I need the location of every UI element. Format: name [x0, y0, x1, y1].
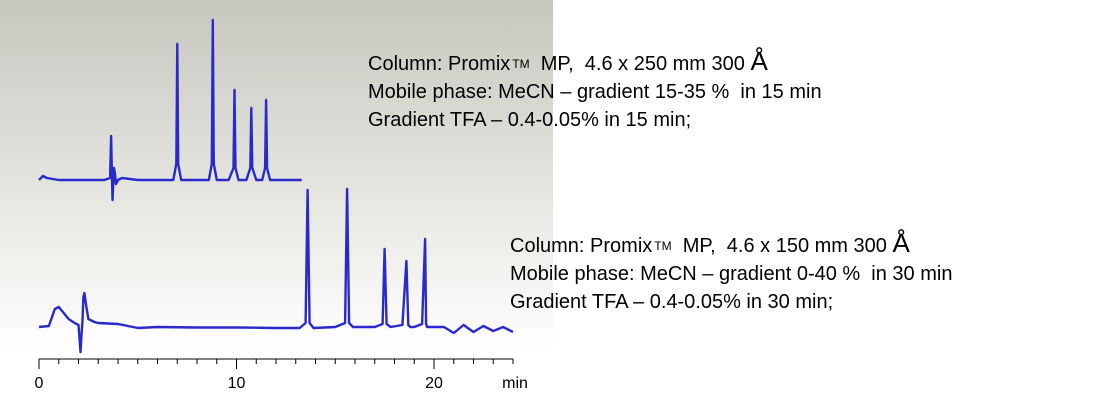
top-column-line: Column: Promix TM MP, 4.6 x 250 mm 300 Å	[368, 46, 768, 76]
plot-background	[0, 0, 553, 355]
x-axis: 0 10 20 min	[35, 358, 528, 392]
bottom-mobile-phase-line: Mobile phase: MeCN – gradient 0-40 % in …	[510, 263, 953, 285]
trace-bottom	[38, 187, 514, 354]
top-mobile-phase-line: Mobile phase: MeCN – gradient 15-35 % in…	[368, 81, 822, 103]
x-tick-label: 20	[425, 375, 443, 392]
bottom-method-annotation: Column: Promix TM MP, 4.6 x 150 mm 300 Å …	[510, 229, 952, 316]
x-unit-label: min	[502, 375, 528, 392]
x-tick-label: 10	[228, 375, 246, 392]
bottom-gradient-line: Gradient TFA – 0.4-0.05% in 30 min;	[510, 291, 834, 313]
top-gradient-line: Gradient TFA – 0.4-0.05% in 15 min;	[368, 109, 692, 131]
bottom-column-line: Column: Promix TM MP, 4.6 x 150 mm 300 Å	[510, 228, 910, 258]
trace-top	[38, 18, 302, 202]
top-method-annotation: Column: Promix TM MP, 4.6 x 250 mm 300 Å …	[368, 47, 822, 134]
x-tick-label: 0	[35, 375, 44, 392]
